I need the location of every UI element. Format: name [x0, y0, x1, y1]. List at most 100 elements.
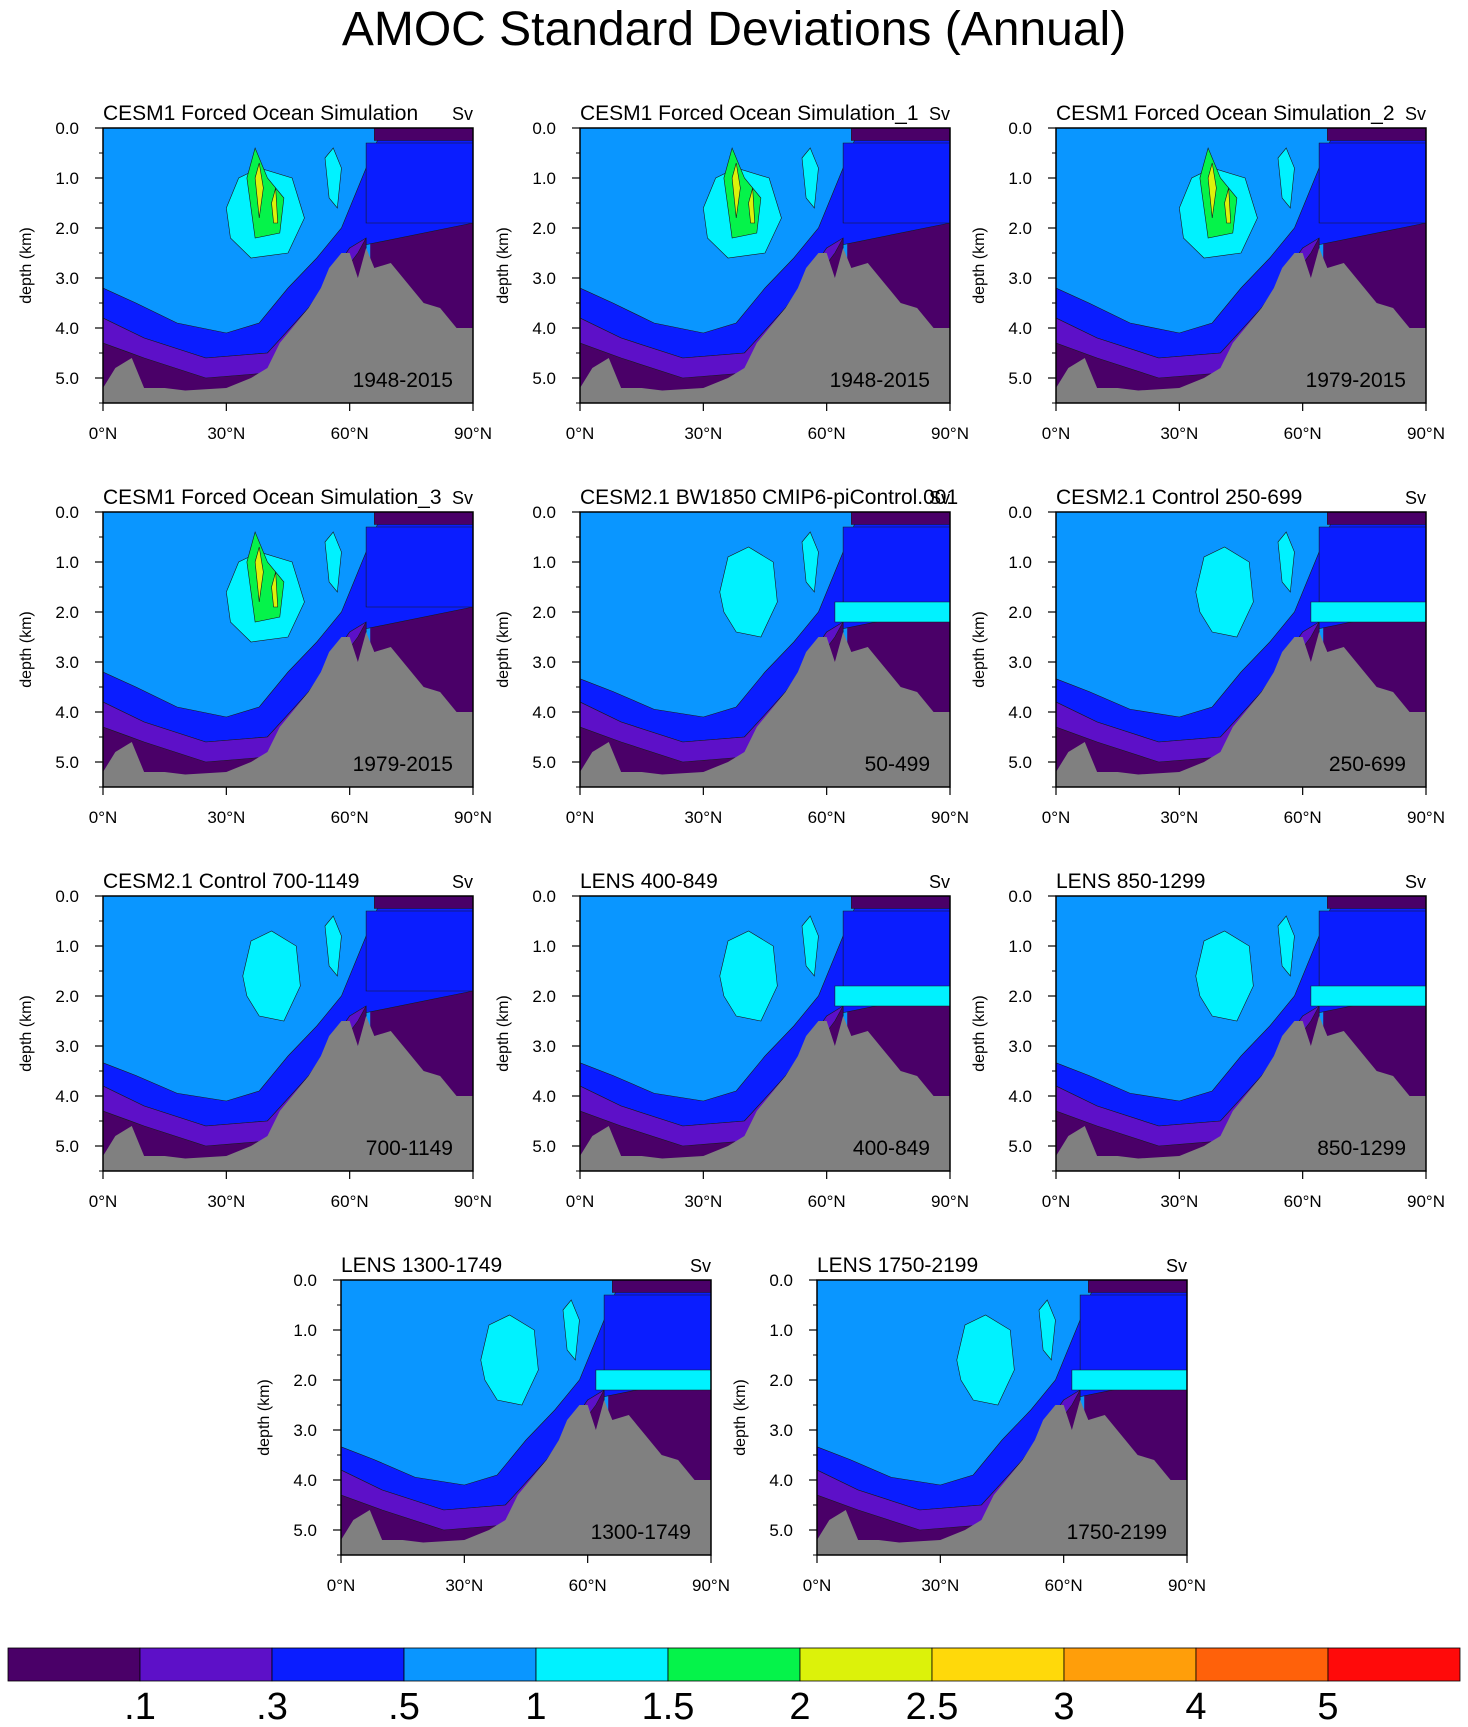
- x-tick-label: 60°N: [1284, 808, 1322, 827]
- x-tick-label: 30°N: [1160, 808, 1198, 827]
- y-tick-label: 0.0: [55, 119, 79, 138]
- y-tick-label: 0.0: [1008, 119, 1032, 138]
- panel-units: Sv: [929, 488, 950, 508]
- y-tick-label: 2.0: [532, 219, 556, 238]
- land-mask: [103, 632, 473, 787]
- x-tick-label: 60°N: [331, 808, 369, 827]
- x-tick-label: 90°N: [931, 1192, 969, 1211]
- contour-fill-nordic-top: [612, 1280, 711, 1293]
- x-tick-label: 30°N: [207, 1192, 245, 1211]
- y-tick-label: 1.0: [55, 553, 79, 572]
- y-tick-label: 1.0: [1008, 169, 1032, 188]
- plot-frame: [102, 895, 474, 1172]
- y-axis-label: depth (km): [256, 1379, 273, 1455]
- contour-fill-overflow: [834, 601, 950, 623]
- y-tick-label: 2.0: [55, 603, 79, 622]
- y-tick-label: 4.0: [55, 703, 79, 722]
- y-tick-label: 0.0: [1008, 887, 1032, 906]
- contour-fill-level-2.5-b: [271, 571, 279, 608]
- x-tick-label: 30°N: [207, 424, 245, 443]
- land-mask: [1056, 248, 1426, 403]
- plot-frame: [340, 1279, 712, 1556]
- colorbar-label: 1: [525, 1686, 546, 1727]
- colorbar-swatch: [799, 1647, 933, 1682]
- x-tick-label: 0°N: [89, 424, 118, 443]
- contour-fill-level-1.5-b: [324, 147, 342, 209]
- x-tick-label: 0°N: [566, 424, 595, 443]
- y-tick-label: 5.0: [55, 1137, 79, 1156]
- y-tick-label: 3.0: [55, 269, 79, 288]
- y-tick-label: 4.0: [55, 319, 79, 338]
- y-tick-label: 4.0: [55, 1087, 79, 1106]
- x-tick-label: 90°N: [1407, 424, 1445, 443]
- contour-fill-level-2.5-b: [271, 187, 279, 224]
- land-mask: [103, 1016, 473, 1171]
- y-tick-label: 4.0: [769, 1471, 793, 1490]
- contour-fill-nordic-top: [851, 512, 950, 525]
- panel-4: 0.0 1.0 2.0 3.0 4.0 5.0 0°N 30°N 60°N 90°N depth (…: [18, 486, 492, 827]
- y-tick-label: 5.0: [55, 753, 79, 772]
- contour-fill-level-1.5: [956, 1314, 1015, 1406]
- y-tick-label: 4.0: [532, 703, 556, 722]
- colorbar-label: 2.5: [906, 1686, 959, 1727]
- plot-area: [103, 896, 473, 1171]
- y-tick-label: 5.0: [532, 753, 556, 772]
- contour-fill-overflow: [1310, 985, 1426, 1007]
- plot-area: [580, 896, 950, 1171]
- panel-8: 0.0 1.0 2.0 3.0 4.0 5.0 0°N 30°N 60°N 90°N depth (…: [495, 870, 969, 1211]
- x-tick-label: 60°N: [331, 424, 369, 443]
- contour-fill-level-1.5-b: [324, 915, 342, 977]
- contour-fill-level-1.5-b: [324, 531, 342, 593]
- contour-fill-level-1.5-b: [801, 531, 819, 593]
- plot-area: [1056, 896, 1426, 1171]
- panel-10: 0.0 1.0 2.0 3.0 4.0 5.0 0°N 30°N 60°N 90°N depth (…: [256, 1254, 730, 1595]
- colorbar-swatch: [1195, 1647, 1329, 1682]
- panel-period: 1948-2015: [830, 369, 930, 392]
- figure-title: AMOC Standard Deviations (Annual): [341, 3, 1127, 56]
- y-tick-label: 5.0: [769, 1521, 793, 1540]
- panel-title: CESM2.1 Control 250-699: [1056, 486, 1302, 509]
- plot-area: [1056, 128, 1426, 403]
- x-tick-label: 90°N: [931, 424, 969, 443]
- y-tick-label: 5.0: [1008, 1137, 1032, 1156]
- colorbar-swatch: [403, 1647, 537, 1682]
- contour-fill-level-1.5-b: [801, 147, 819, 209]
- y-tick-label: 0.0: [55, 503, 79, 522]
- panel-title: LENS 850-1299: [1056, 870, 1205, 893]
- contour-fill-level-1.5: [1195, 930, 1254, 1022]
- contour-fill-level-1.5-b: [1277, 915, 1295, 977]
- y-tick-label: 3.0: [1008, 653, 1032, 672]
- x-tick-label: 0°N: [327, 1576, 356, 1595]
- panel-title: LENS 400-849: [580, 870, 718, 893]
- y-tick-label: 4.0: [293, 1471, 317, 1490]
- contour-fill-nordic-top: [1327, 512, 1426, 525]
- panel-period: 1300-1749: [591, 1521, 691, 1544]
- x-tick-label: 90°N: [454, 808, 492, 827]
- contour-fill-nordic: [365, 526, 473, 608]
- land-mask: [1056, 1016, 1426, 1171]
- plot-area: [580, 512, 950, 787]
- land-mask: [103, 248, 473, 403]
- x-tick-label: 60°N: [1045, 1576, 1083, 1595]
- y-tick-label: 2.0: [1008, 603, 1032, 622]
- contour-fill-nordic: [1079, 1294, 1187, 1376]
- y-tick-label: 0.0: [532, 119, 556, 138]
- y-tick-label: 3.0: [532, 1037, 556, 1056]
- y-tick-label: 4.0: [532, 319, 556, 338]
- y-axis-label: depth (km): [495, 227, 512, 303]
- y-tick-label: 1.0: [55, 169, 79, 188]
- x-tick-label: 90°N: [454, 1192, 492, 1211]
- y-tick-label: 1.0: [293, 1321, 317, 1340]
- y-axis-label: depth (km): [495, 611, 512, 687]
- plot-frame: [579, 511, 951, 788]
- panel-units: Sv: [929, 104, 950, 124]
- y-tick-label: 3.0: [769, 1421, 793, 1440]
- colorbar-label: .1: [124, 1686, 156, 1727]
- x-tick-label: 60°N: [808, 808, 846, 827]
- contour-fill-nordic-top: [374, 128, 473, 141]
- plot-area: [103, 512, 473, 787]
- colorbar-swatch: [1063, 1647, 1197, 1682]
- panel-title: CESM1 Forced Ocean Simulation_3: [103, 486, 442, 509]
- land-mask: [580, 248, 950, 403]
